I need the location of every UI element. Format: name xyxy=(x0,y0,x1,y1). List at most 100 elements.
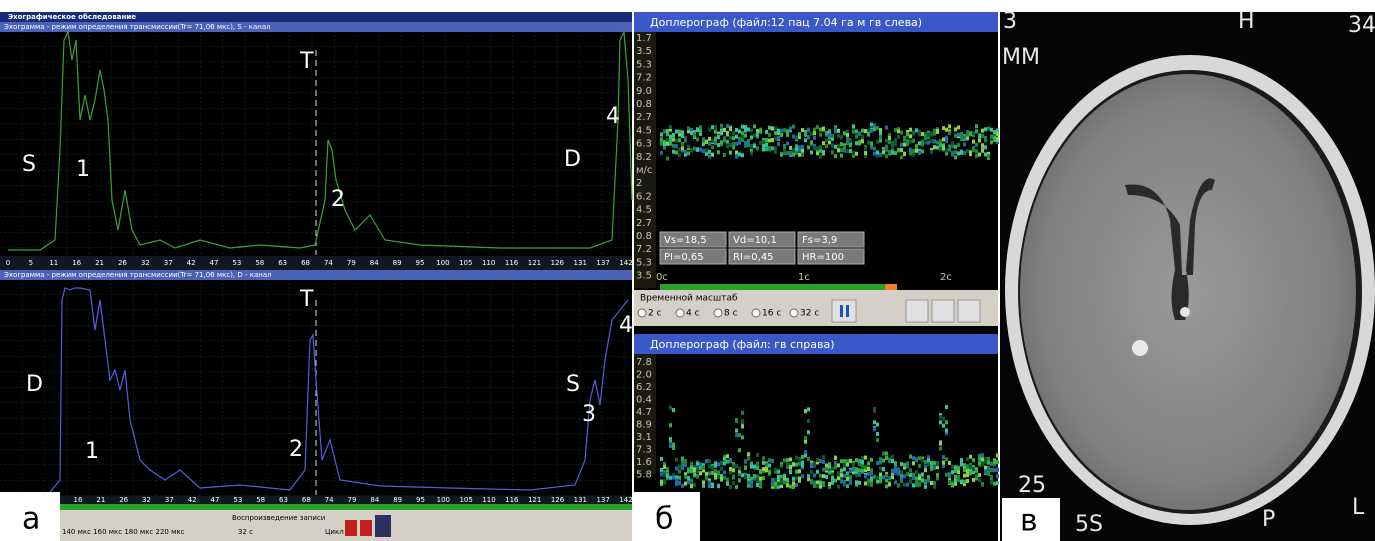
radio[interactable] xyxy=(638,309,646,317)
radio-label[interactable]: 16 с xyxy=(762,309,781,319)
button[interactable] xyxy=(345,520,357,536)
spectrum-pixel xyxy=(744,129,747,133)
spectrum-pixel xyxy=(681,146,684,150)
spectrum-pixel xyxy=(846,137,849,141)
spectrum-pixel xyxy=(909,455,912,459)
duration[interactable]: 32 с xyxy=(238,528,253,536)
spectrum-pixel xyxy=(930,132,933,136)
spectrum-pixel xyxy=(864,481,867,485)
spectrum-pixel xyxy=(867,482,870,486)
pause-button[interactable] xyxy=(832,300,856,322)
spectrum-pixel xyxy=(909,128,912,132)
spectrum-pixel xyxy=(912,132,915,136)
spectrum-pixel xyxy=(672,133,675,137)
spectrum-pixel xyxy=(990,468,993,472)
spectrum-pixel xyxy=(687,145,690,149)
x-tick-label: 0 xyxy=(6,259,10,267)
spectrum-pixel xyxy=(756,462,759,466)
spectrum-pixel xyxy=(741,135,744,139)
spectrum-pixel xyxy=(846,463,849,467)
spectrum-pixel xyxy=(888,458,891,462)
spectrum-pixel xyxy=(705,140,708,144)
spectrum-pixel xyxy=(879,461,882,465)
panel-c: 3 H 34 MM 25 5S P L в xyxy=(1000,9,1375,541)
spectrum-pixel xyxy=(840,135,843,139)
spectrum-pixel xyxy=(864,465,867,469)
spectrum-pixel xyxy=(891,459,894,463)
spectrum-pixel xyxy=(708,471,711,475)
spectrum-pixel xyxy=(660,457,663,461)
spectrum-pixel xyxy=(945,420,948,424)
spectrum-pixel xyxy=(666,467,669,471)
spectrum-pixel xyxy=(735,128,738,132)
spectrum-pixel xyxy=(822,455,825,459)
spectrum-pixel xyxy=(768,126,771,130)
radio-label[interactable]: 32 с xyxy=(800,309,819,319)
pulse-options[interactable]: 140 мкс 160 мкс 180 мкс 220 мкс xyxy=(62,528,185,536)
spectrum-pixel xyxy=(819,474,822,478)
spectrum-pixel xyxy=(933,145,936,149)
spectrum-pixel xyxy=(957,478,960,482)
spectrum-pixel xyxy=(693,147,696,151)
spectrum-pixel xyxy=(954,475,957,479)
spectrum-pixel xyxy=(789,457,792,461)
spectrum-pixel xyxy=(834,456,837,460)
spectrum-pixel xyxy=(798,462,801,466)
spectrum-pixel xyxy=(918,141,921,145)
spectrum-pixel xyxy=(858,132,861,136)
radio-label[interactable]: 8 с xyxy=(724,309,738,319)
scale-label: 9.0 xyxy=(636,86,652,97)
spectrum-pixel xyxy=(861,135,864,139)
scale-label: м/с xyxy=(636,165,652,176)
spectrum-pixel xyxy=(768,464,771,468)
loop[interactable]: Цикл xyxy=(325,528,344,536)
scale-label: 5.8 xyxy=(636,470,652,481)
spectrum-pixel xyxy=(660,151,663,155)
spectrum-pixel xyxy=(777,482,780,486)
radio[interactable] xyxy=(714,309,722,317)
spectrum-pixel xyxy=(882,452,885,456)
button[interactable] xyxy=(375,515,391,537)
x-tick-label: 79 xyxy=(348,496,357,504)
caption: Эхограмма - режим определения трансмисси… xyxy=(4,271,272,279)
button[interactable] xyxy=(906,300,928,322)
spectrum-pixel xyxy=(699,129,702,133)
spectrum-pixel xyxy=(789,151,792,155)
spectrum-pixel xyxy=(786,478,789,482)
radio-label[interactable]: 2 с xyxy=(648,309,662,319)
spectrum-pixel xyxy=(996,132,999,136)
x-tick-label: 26 xyxy=(118,259,127,267)
figure: Эхографическое обследование Эхограмма - … xyxy=(0,0,1375,541)
index-value: HR=100 xyxy=(802,252,844,263)
spectrum-pixel xyxy=(939,442,942,446)
marker: 1 xyxy=(85,439,99,464)
spectrum-pixel xyxy=(666,142,669,146)
spectrum-pixel xyxy=(978,138,981,142)
spectrum-pixel xyxy=(927,475,930,479)
spectrum-pixel xyxy=(855,134,858,138)
spectrum-pixel xyxy=(807,407,810,411)
spectrum-pixel xyxy=(726,460,729,464)
spectrum-pixel xyxy=(798,153,801,157)
spectrum-pixel xyxy=(873,152,876,156)
spectrum-pixel xyxy=(933,139,936,143)
spectrum-pixel xyxy=(663,465,666,469)
spectrum-pixel xyxy=(675,129,678,133)
spectrum-pixel xyxy=(807,474,810,478)
scale-label: 4.5 xyxy=(636,205,652,216)
button[interactable] xyxy=(932,300,954,322)
spectrum-pixel xyxy=(873,427,876,431)
spectrum-pixel xyxy=(909,473,912,477)
marker: 3 xyxy=(582,402,596,427)
radio[interactable] xyxy=(790,309,798,317)
radio[interactable] xyxy=(676,309,684,317)
button[interactable] xyxy=(360,520,372,536)
spectrum-pixel xyxy=(666,132,669,136)
spectrum-pixel xyxy=(816,484,819,488)
button[interactable] xyxy=(958,300,980,322)
spectrum-pixel xyxy=(867,132,870,136)
radio[interactable] xyxy=(752,309,760,317)
spectrum-pixel xyxy=(777,475,780,479)
radio-label[interactable]: 4 с xyxy=(686,309,700,319)
spectrum-pixel xyxy=(984,127,987,131)
